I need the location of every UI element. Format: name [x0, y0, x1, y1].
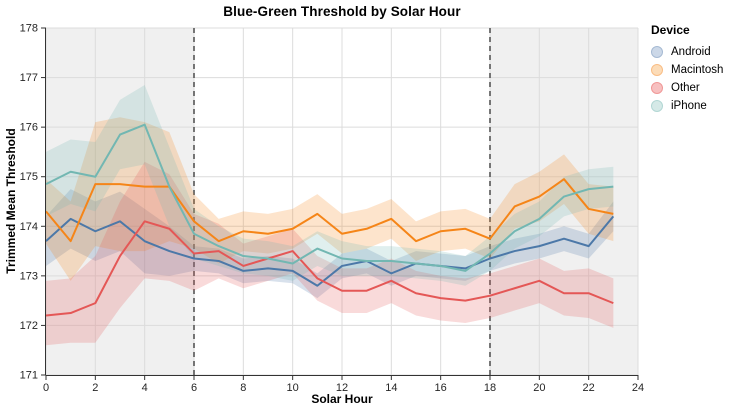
x-tick-label: 24: [632, 382, 644, 394]
y-axis-title: Trimmed Mean Threshold: [4, 128, 18, 274]
series-line-other: [45, 220, 614, 317]
legend-swatch-icon: [651, 64, 663, 76]
y-tick-label: 173: [20, 270, 38, 282]
night-shading-band: [46, 28, 194, 375]
legend-label: Other: [671, 82, 700, 94]
x-tick-label: 8: [240, 382, 246, 394]
legend-item-other: Other: [651, 79, 723, 97]
x-tick-label: 20: [533, 382, 545, 394]
x-tick-label: 6: [191, 382, 197, 394]
y-tick-label: 171: [20, 370, 38, 382]
legend-swatch-icon: [651, 100, 663, 112]
legend-title: Device: [651, 23, 690, 37]
legend-swatch-icon: [651, 46, 663, 58]
series-band-android: [46, 189, 614, 299]
series-line-iphone: [45, 123, 614, 272]
legend-items: Android Macintosh Other iPhone: [651, 43, 723, 115]
x-tick-label: 10: [287, 382, 299, 394]
x-tick-label: 16: [435, 382, 447, 394]
chart-title: Blue-Green Threshold by Solar Hour: [223, 4, 461, 19]
series-line-android: [45, 215, 615, 287]
legend-item-macintosh: Macintosh: [651, 61, 723, 79]
y-tick-label: 175: [20, 171, 38, 183]
y-tick-label: 176: [20, 122, 38, 134]
x-tick-label: 0: [43, 382, 49, 394]
y-tick-label: 177: [20, 72, 38, 84]
x-tick-label: 2: [92, 382, 98, 394]
x-tick-label: 22: [583, 382, 595, 394]
legend-label: iPhone: [671, 100, 707, 112]
y-tick-label: 174: [20, 221, 38, 233]
x-axis-title: Solar Hour: [311, 392, 373, 406]
legend-label: Macintosh: [671, 64, 724, 76]
x-tick-label: 4: [142, 382, 148, 394]
y-tick-label: 178: [20, 23, 38, 35]
series-line-macintosh: [45, 178, 614, 243]
x-tick-label: 14: [385, 382, 397, 394]
x-tick-label: 18: [484, 382, 496, 394]
y-tick-label: 172: [20, 320, 38, 332]
legend-item-iphone: iPhone: [651, 97, 723, 115]
series-band-iphone: [46, 85, 614, 286]
legend-swatch-icon: [651, 82, 663, 94]
legend-label: Android: [671, 46, 711, 58]
legend-item-android: Android: [651, 43, 723, 61]
series-band-macintosh: [46, 117, 614, 281]
x-tick-label: 12: [336, 382, 348, 394]
legend: Device Android Macintosh Other iPhone: [651, 23, 723, 115]
night-shading-band: [490, 28, 638, 375]
